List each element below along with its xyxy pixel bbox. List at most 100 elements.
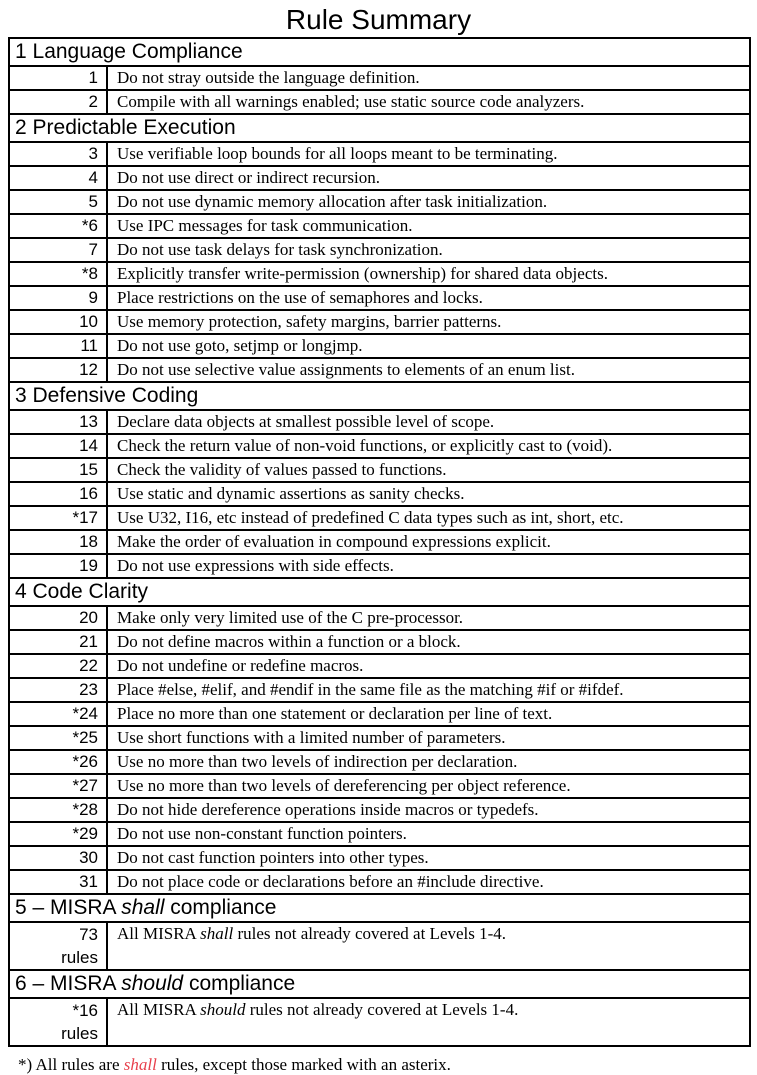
rule-number: 15 bbox=[79, 460, 98, 479]
section-header: 2 Predictable Execution bbox=[7, 113, 752, 143]
rule-number: 10 bbox=[79, 312, 98, 331]
rule-summary-table-body: 1 Language Compliance 1 Do not stray outsi… bbox=[7, 37, 752, 1047]
rule-number-cell: 10 bbox=[8, 309, 108, 335]
rule-row: *25 Use short functions with a limited nu… bbox=[8, 725, 752, 751]
rule-number-sub: rules bbox=[61, 948, 98, 967]
rule-row: 73 rules All MISRA shall rules not already… bbox=[8, 921, 752, 971]
rule-number: 7 bbox=[88, 240, 98, 259]
rule-row: *28 Do not hide dereference operations in… bbox=[8, 797, 752, 823]
rule-text-cell: Compile with all warnings enabled; use s… bbox=[105, 89, 752, 115]
rule-number: *8 bbox=[81, 264, 98, 283]
footnote: *) All rules are shall rules, except tho… bbox=[18, 1055, 757, 1075]
rule-number-cell: 14 bbox=[8, 433, 108, 459]
rule-text-cell: Place restrictions on the use of semapho… bbox=[105, 285, 752, 311]
section-header-row: 2 Predictable Execution bbox=[7, 113, 752, 143]
section-header: 6 – MISRA should compliance bbox=[7, 969, 752, 999]
rule-number-cell: 11 bbox=[8, 333, 108, 359]
rule-text-cell: Use static and dynamic assertions as san… bbox=[105, 481, 752, 507]
rule-row: 1 Do not stray outside the language defin… bbox=[8, 65, 752, 91]
rule-row: 3 Use verifiable loop bounds for all loop… bbox=[8, 141, 752, 167]
rule-row: 16 Use static and dynamic assertions as s… bbox=[8, 481, 752, 507]
rule-text-cell: Use verifiable loop bounds for all loops… bbox=[105, 141, 752, 167]
rule-row: *17 Use U32, I16, etc instead of predefin… bbox=[8, 505, 752, 531]
rule-text-cell: Do not use selective value assignments t… bbox=[105, 357, 752, 383]
rule-number: 22 bbox=[79, 656, 98, 675]
rule-text-cell: Place no more than one statement or decl… bbox=[105, 701, 752, 727]
rule-row: 13 Declare data objects at smallest possi… bbox=[8, 409, 752, 435]
rule-text-cell: All MISRA should rules not already cover… bbox=[105, 997, 752, 1047]
rule-number-cell: 30 bbox=[8, 845, 108, 871]
section-header-text-pre: 4 Code Clarity bbox=[15, 580, 149, 603]
rule-number-cell: 31 bbox=[8, 869, 108, 895]
rule-row: 15 Check the validity of values passed to… bbox=[8, 457, 752, 483]
rule-number: 9 bbox=[88, 288, 98, 307]
rule-number-cell: 3 bbox=[8, 141, 108, 167]
rule-text-cell: Check the return value of non-void funct… bbox=[105, 433, 752, 459]
page-title: Rule Summary bbox=[285, 4, 472, 35]
rule-row: 10 Use memory protection, safety margins,… bbox=[8, 309, 752, 335]
rule-text-cell: All MISRA shall rules not already covere… bbox=[105, 921, 752, 971]
rule-number-cell: *27 bbox=[8, 773, 108, 799]
rule-number: 3 bbox=[88, 144, 98, 163]
rule-number-cell: 23 bbox=[8, 677, 108, 703]
rule-number-cell: *17 bbox=[8, 505, 108, 531]
rule-number-cell: *16 rules bbox=[8, 997, 108, 1047]
section-header: 4 Code Clarity bbox=[7, 577, 752, 607]
rule-number-cell: *8 bbox=[8, 261, 108, 287]
section-header-text-pre: 6 – MISRA bbox=[15, 972, 122, 995]
rule-number: 1 bbox=[88, 68, 98, 87]
rule-number-cell: 9 bbox=[8, 285, 108, 311]
rule-text-cell: Place #else, #elif, and #endif in the sa… bbox=[105, 677, 752, 703]
section-header-text-post: compliance bbox=[183, 972, 296, 995]
rule-row: 30 Do not cast function pointers into oth… bbox=[8, 845, 752, 871]
rule-number-cell: 21 bbox=[8, 629, 108, 655]
rule-number: *16 bbox=[72, 1001, 98, 1020]
rule-text-italic-word: should bbox=[200, 1000, 246, 1019]
rule-number: 30 bbox=[79, 848, 98, 867]
rule-row: 12 Do not use selective value assignments… bbox=[8, 357, 752, 383]
rule-text-cell: Use short functions with a limited numbe… bbox=[105, 725, 752, 751]
rule-text-cell: Check the validity of values passed to f… bbox=[105, 457, 752, 483]
rule-number-cell: *26 bbox=[8, 749, 108, 775]
rule-text-cell: Do not undefine or redefine macros. bbox=[105, 653, 752, 679]
section-header-text-post: compliance bbox=[164, 896, 277, 919]
rule-text-cell: Do not use direct or indirect recursion. bbox=[105, 165, 752, 191]
rule-number: *27 bbox=[72, 776, 98, 795]
rule-row: 19 Do not use expressions with side effec… bbox=[8, 553, 752, 579]
rule-text-cell: Use memory protection, safety margins, b… bbox=[105, 309, 752, 335]
rule-text-cell: Use no more than two levels of indirecti… bbox=[105, 749, 752, 775]
rule-text-cell: Use U32, I16, etc instead of predefined … bbox=[105, 505, 752, 531]
rule-row: 22 Do not undefine or redefine macros. bbox=[8, 653, 752, 679]
rule-row: *24 Place no more than one statement or d… bbox=[8, 701, 752, 727]
rule-number: 19 bbox=[79, 556, 98, 575]
rule-row: *16 rules All MISRA should rules not alrea… bbox=[8, 997, 752, 1047]
rule-number: 13 bbox=[79, 412, 98, 431]
rule-number-cell: 13 bbox=[8, 409, 108, 435]
section-header-text-pre: 3 Defensive Coding bbox=[15, 384, 199, 407]
rule-number-cell: 22 bbox=[8, 653, 108, 679]
rule-row: 7 Do not use task delays for task synchro… bbox=[8, 237, 752, 263]
rule-text-cell: Do not stray outside the language defini… bbox=[105, 65, 752, 91]
rule-number-cell: *29 bbox=[8, 821, 108, 847]
section-header-italic-word: shall bbox=[121, 896, 165, 919]
section-header: 5 – MISRA shall compliance bbox=[7, 893, 752, 923]
rule-text-cell: Explicitly transfer write-permission (ow… bbox=[105, 261, 752, 287]
rule-row: *26 Use no more than two levels of indire… bbox=[8, 749, 752, 775]
rule-text-cell: Do not use expressions with side effects… bbox=[105, 553, 752, 579]
rule-number-cell: 73 rules bbox=[8, 921, 108, 971]
rule-row: *27 Use no more than two levels of derefe… bbox=[8, 773, 752, 799]
section-header: 3 Defensive Coding bbox=[7, 381, 752, 411]
rule-number-cell: 16 bbox=[8, 481, 108, 507]
rule-text-pre: All MISRA bbox=[117, 1000, 201, 1019]
rule-number: *17 bbox=[72, 508, 98, 527]
rule-number: 11 bbox=[80, 336, 98, 355]
section-header-row: 3 Defensive Coding bbox=[7, 381, 752, 411]
rule-number: 20 bbox=[79, 608, 98, 627]
rule-row: *29 Do not use non-constant function poin… bbox=[8, 821, 752, 847]
rule-number: 4 bbox=[88, 168, 98, 187]
rule-number: 12 bbox=[79, 360, 98, 379]
rule-number: 21 bbox=[79, 632, 98, 651]
section-header-row: 4 Code Clarity bbox=[7, 577, 752, 607]
rule-text-cell: Use no more than two levels of dereferen… bbox=[105, 773, 752, 799]
